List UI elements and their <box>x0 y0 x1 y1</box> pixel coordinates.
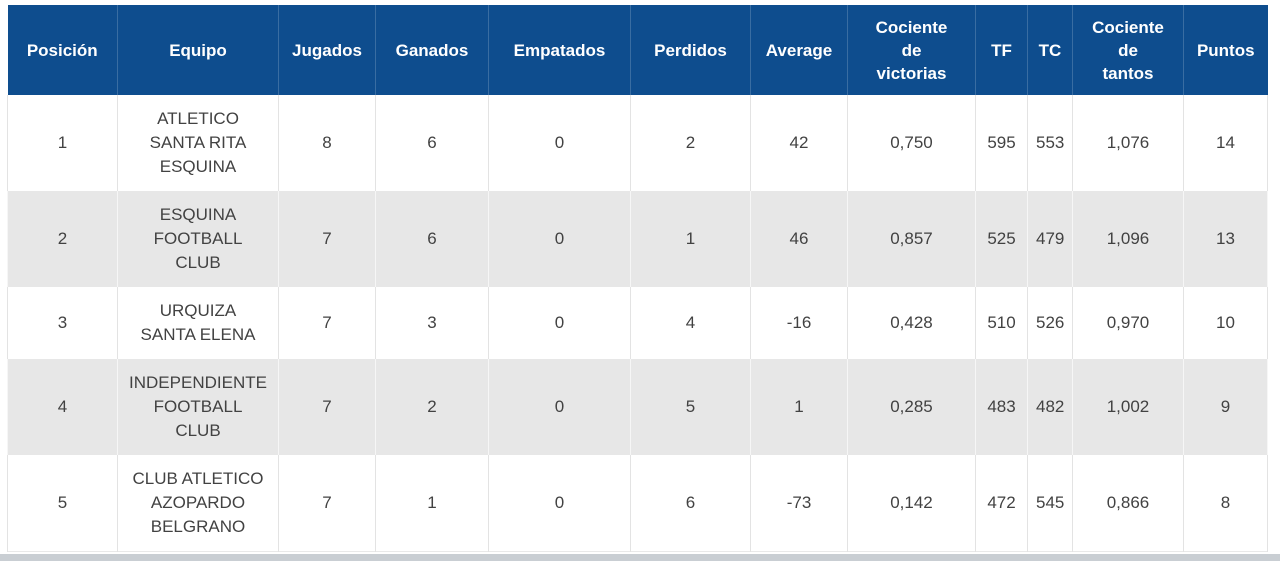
header-row: Posición Equipo Jugados Ganados Empatado… <box>7 5 1268 95</box>
cell-jugados: 7 <box>278 455 376 552</box>
cell-equipo: CLUB ATLETICO AZOPARDO BELGRANO <box>117 455 279 552</box>
cell-perdidos: 6 <box>630 455 751 552</box>
col-header-jugados: Jugados <box>278 5 376 95</box>
cell-posicion: 5 <box>7 455 118 552</box>
col-header-ganados: Ganados <box>375 5 489 95</box>
cell-cociente-victorias: 0,142 <box>847 455 976 552</box>
cell-posicion: 3 <box>7 287 118 359</box>
cell-cociente-victorias: 0,750 <box>847 95 976 191</box>
col-header-cociente-tantos: Cociente de tantos <box>1072 5 1184 95</box>
col-header-tf: TF <box>975 5 1028 95</box>
table-row: 2 ESQUINA FOOTBALL CLUB 7 6 0 1 46 0,857… <box>7 191 1268 287</box>
cell-jugados: 7 <box>278 287 376 359</box>
cell-cociente-tantos: 1,096 <box>1072 191 1184 287</box>
cell-average: 42 <box>750 95 848 191</box>
col-header-average: Average <box>750 5 848 95</box>
cell-perdidos: 1 <box>630 191 751 287</box>
cell-tc: 482 <box>1027 359 1073 455</box>
table-row: 4 INDEPENDIENTE FOOTBALL CLUB 7 2 0 5 1 … <box>7 359 1268 455</box>
col-header-cociente-victorias: Cociente de victorias <box>847 5 976 95</box>
col-header-tc: TC <box>1027 5 1073 95</box>
cell-tf: 595 <box>975 95 1028 191</box>
col-header-equipo: Equipo <box>117 5 279 95</box>
cell-empatados: 0 <box>488 95 631 191</box>
cell-perdidos: 2 <box>630 95 751 191</box>
cell-tc: 553 <box>1027 95 1073 191</box>
cell-equipo: INDEPENDIENTE FOOTBALL CLUB <box>117 359 279 455</box>
bottom-bar <box>0 554 1280 561</box>
col-header-empatados: Empatados <box>488 5 631 95</box>
cell-equipo: ATLETICO SANTA RITA ESQUINA <box>117 95 279 191</box>
cell-perdidos: 4 <box>630 287 751 359</box>
cell-cociente-tantos: 1,076 <box>1072 95 1184 191</box>
cell-equipo: ESQUINA FOOTBALL CLUB <box>117 191 279 287</box>
cell-posicion: 1 <box>7 95 118 191</box>
col-header-puntos: Puntos <box>1183 5 1268 95</box>
cell-perdidos: 5 <box>630 359 751 455</box>
table-row: 5 CLUB ATLETICO AZOPARDO BELGRANO 7 1 0 … <box>7 455 1268 552</box>
cell-jugados: 7 <box>278 359 376 455</box>
cell-empatados: 0 <box>488 455 631 552</box>
cell-cociente-tantos: 0,866 <box>1072 455 1184 552</box>
cell-cociente-victorias: 0,857 <box>847 191 976 287</box>
cell-equipo: URQUIZA SANTA ELENA <box>117 287 279 359</box>
col-header-perdidos: Perdidos <box>630 5 751 95</box>
cell-ganados: 2 <box>375 359 489 455</box>
table-row: 1 ATLETICO SANTA RITA ESQUINA 8 6 0 2 42… <box>7 95 1268 191</box>
cell-ganados: 6 <box>375 191 489 287</box>
cell-tf: 483 <box>975 359 1028 455</box>
cell-jugados: 8 <box>278 95 376 191</box>
cell-tf: 525 <box>975 191 1028 287</box>
cell-average: -16 <box>750 287 848 359</box>
cell-empatados: 0 <box>488 287 631 359</box>
cell-ganados: 3 <box>375 287 489 359</box>
standings-table: Posición Equipo Jugados Ganados Empatado… <box>7 5 1268 552</box>
cell-average: 46 <box>750 191 848 287</box>
col-header-posicion: Posición <box>7 5 118 95</box>
table-row: 3 URQUIZA SANTA ELENA 7 3 0 4 -16 0,428 … <box>7 287 1268 359</box>
cell-jugados: 7 <box>278 191 376 287</box>
cell-ganados: 6 <box>375 95 489 191</box>
cell-puntos: 10 <box>1183 287 1268 359</box>
cell-cociente-victorias: 0,285 <box>847 359 976 455</box>
cell-average: 1 <box>750 359 848 455</box>
cell-tc: 479 <box>1027 191 1073 287</box>
cell-cociente-tantos: 1,002 <box>1072 359 1184 455</box>
cell-tf: 472 <box>975 455 1028 552</box>
cell-cociente-tantos: 0,970 <box>1072 287 1184 359</box>
cell-puntos: 9 <box>1183 359 1268 455</box>
cell-posicion: 4 <box>7 359 118 455</box>
cell-tf: 510 <box>975 287 1028 359</box>
cell-cociente-victorias: 0,428 <box>847 287 976 359</box>
cell-empatados: 0 <box>488 191 631 287</box>
cell-empatados: 0 <box>488 359 631 455</box>
cell-puntos: 14 <box>1183 95 1268 191</box>
cell-puntos: 8 <box>1183 455 1268 552</box>
cell-tc: 545 <box>1027 455 1073 552</box>
cell-puntos: 13 <box>1183 191 1268 287</box>
cell-tc: 526 <box>1027 287 1073 359</box>
cell-average: -73 <box>750 455 848 552</box>
cell-ganados: 1 <box>375 455 489 552</box>
cell-posicion: 2 <box>7 191 118 287</box>
